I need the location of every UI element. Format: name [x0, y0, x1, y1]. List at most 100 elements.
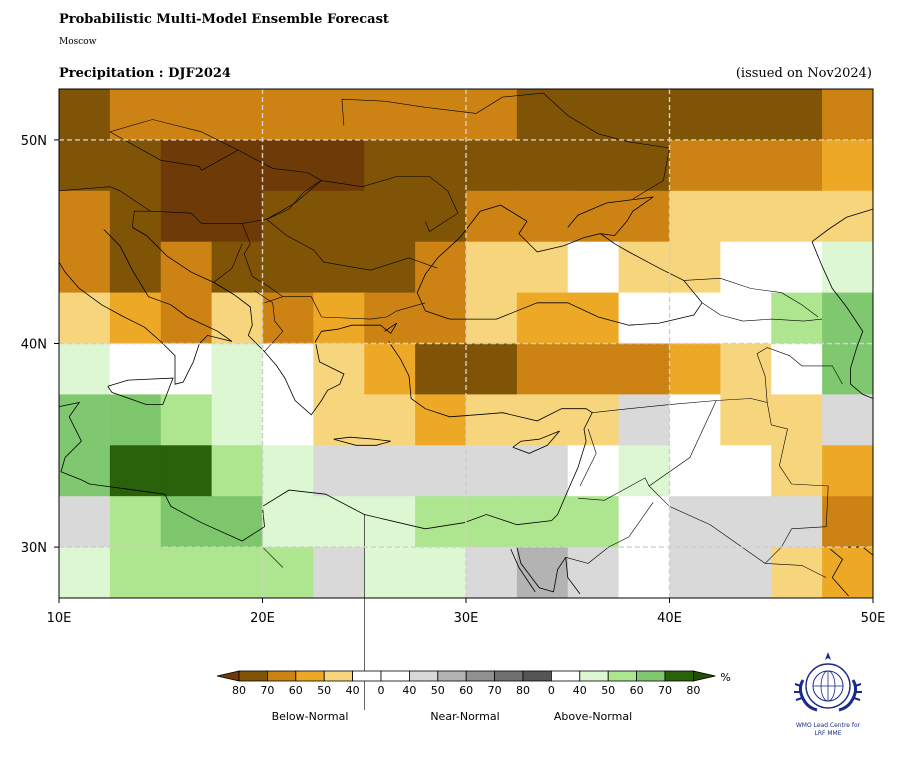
country-border [321, 176, 459, 232]
grid-cell [516, 241, 569, 293]
colorbar-tick-label: 70 [260, 684, 274, 697]
grid-cell [466, 343, 518, 395]
grid-cell [59, 139, 111, 192]
grid-cell [211, 496, 263, 548]
grid-cell [822, 241, 874, 293]
grid-cell [720, 139, 772, 192]
country-border [262, 546, 284, 568]
lon-tick-label: 40E [657, 611, 682, 626]
coastline [58, 401, 82, 481]
grid-cell [415, 394, 467, 446]
coastline [333, 436, 391, 446]
colorbar-segment [408, 670, 439, 682]
grid-cell [211, 139, 263, 192]
grid-cell [211, 292, 263, 344]
coastline [811, 208, 874, 243]
colorbar-tick-label: 40 [402, 684, 416, 697]
coastline [510, 548, 536, 593]
colorbar: 80 70 60 50 40 0 40 50 60 70 80 0 40 50 60 70 80 Below-No… [216, 670, 731, 723]
grid-cell [313, 496, 365, 548]
grid-cell [771, 241, 823, 293]
grid-cell [59, 89, 111, 141]
grid-cell [567, 139, 620, 192]
grid-cell [313, 343, 365, 395]
colorbar-segment [266, 670, 297, 682]
coastline [58, 229, 233, 385]
grid-cell [313, 89, 365, 141]
lon-tick-label: 50E [861, 611, 886, 626]
grid-cell [109, 496, 162, 548]
grid-cell [516, 445, 569, 497]
gridlines [59, 89, 873, 598]
grid-cell [822, 394, 874, 446]
grid-cell [822, 190, 874, 243]
grid-cell [516, 547, 569, 599]
grid-cell [618, 89, 670, 141]
country-border [213, 243, 243, 283]
grid-cell [364, 292, 416, 344]
grid-cell [567, 394, 620, 446]
region-subtitle: Moscow [59, 37, 97, 47]
grid-cell [516, 343, 569, 395]
colorbar-segment [494, 670, 524, 682]
country-border [701, 302, 823, 322]
grid-cell [669, 343, 721, 395]
colorbar-segment [636, 670, 666, 682]
grid-cell [313, 394, 365, 446]
grid-cell [211, 89, 263, 141]
grid-cell [109, 445, 162, 497]
grid-cell [516, 292, 569, 344]
lat-tick-label: 50N [21, 134, 47, 149]
grid-cell [822, 89, 874, 141]
grid-cell [720, 496, 772, 548]
colorbar-extend-left [216, 670, 240, 682]
grid-cell [109, 394, 162, 446]
colorbar-tick-label: 0 [378, 684, 385, 697]
grid-cell [313, 241, 365, 293]
coastlines [58, 92, 874, 710]
grid-cell [822, 343, 874, 395]
lon-tick-label: 20E [250, 611, 275, 626]
grid-cell [771, 343, 823, 395]
grid-cell [59, 547, 111, 599]
coastline [516, 547, 567, 593]
grid-cell [567, 343, 620, 395]
grid-cell [720, 292, 772, 344]
colorbar-segment [437, 670, 467, 682]
grid-cell [771, 292, 823, 344]
grid-cell [771, 547, 823, 599]
grid-cell [59, 241, 111, 293]
grid-cell [618, 241, 670, 293]
grid-cell [567, 445, 620, 497]
grid-cell [669, 496, 721, 548]
grid-cell [466, 190, 518, 243]
lat-tick-label: 40N [21, 338, 47, 353]
grid-cell [364, 445, 416, 497]
lon-tick-label: 10E [47, 611, 72, 626]
colorbar-segment [522, 670, 552, 682]
grid-cell [822, 547, 874, 599]
coastline [565, 557, 581, 595]
wmo-emblem-icon [794, 652, 862, 712]
grid-cell [262, 496, 314, 548]
country-border [266, 180, 438, 271]
colorbar-extend-right [693, 670, 716, 682]
coastline [512, 430, 560, 454]
colorbar-segment [352, 670, 382, 682]
forecast-title: Probabilistic Multi-Model Ensemble Forec… [59, 12, 389, 27]
grid-cell [771, 445, 823, 497]
grid-cell [466, 241, 518, 293]
grid-cell [415, 89, 467, 141]
grid-cell [313, 139, 365, 192]
grid-cell [211, 241, 263, 293]
grid-cell [262, 241, 314, 293]
coastline [830, 548, 849, 597]
grid-cell [262, 190, 314, 243]
grid-cell [160, 292, 213, 344]
grid-cell [669, 445, 721, 497]
grid-cell [466, 394, 518, 446]
country-border [683, 277, 819, 318]
grid-cell [771, 89, 823, 141]
grid-cell [59, 343, 111, 395]
